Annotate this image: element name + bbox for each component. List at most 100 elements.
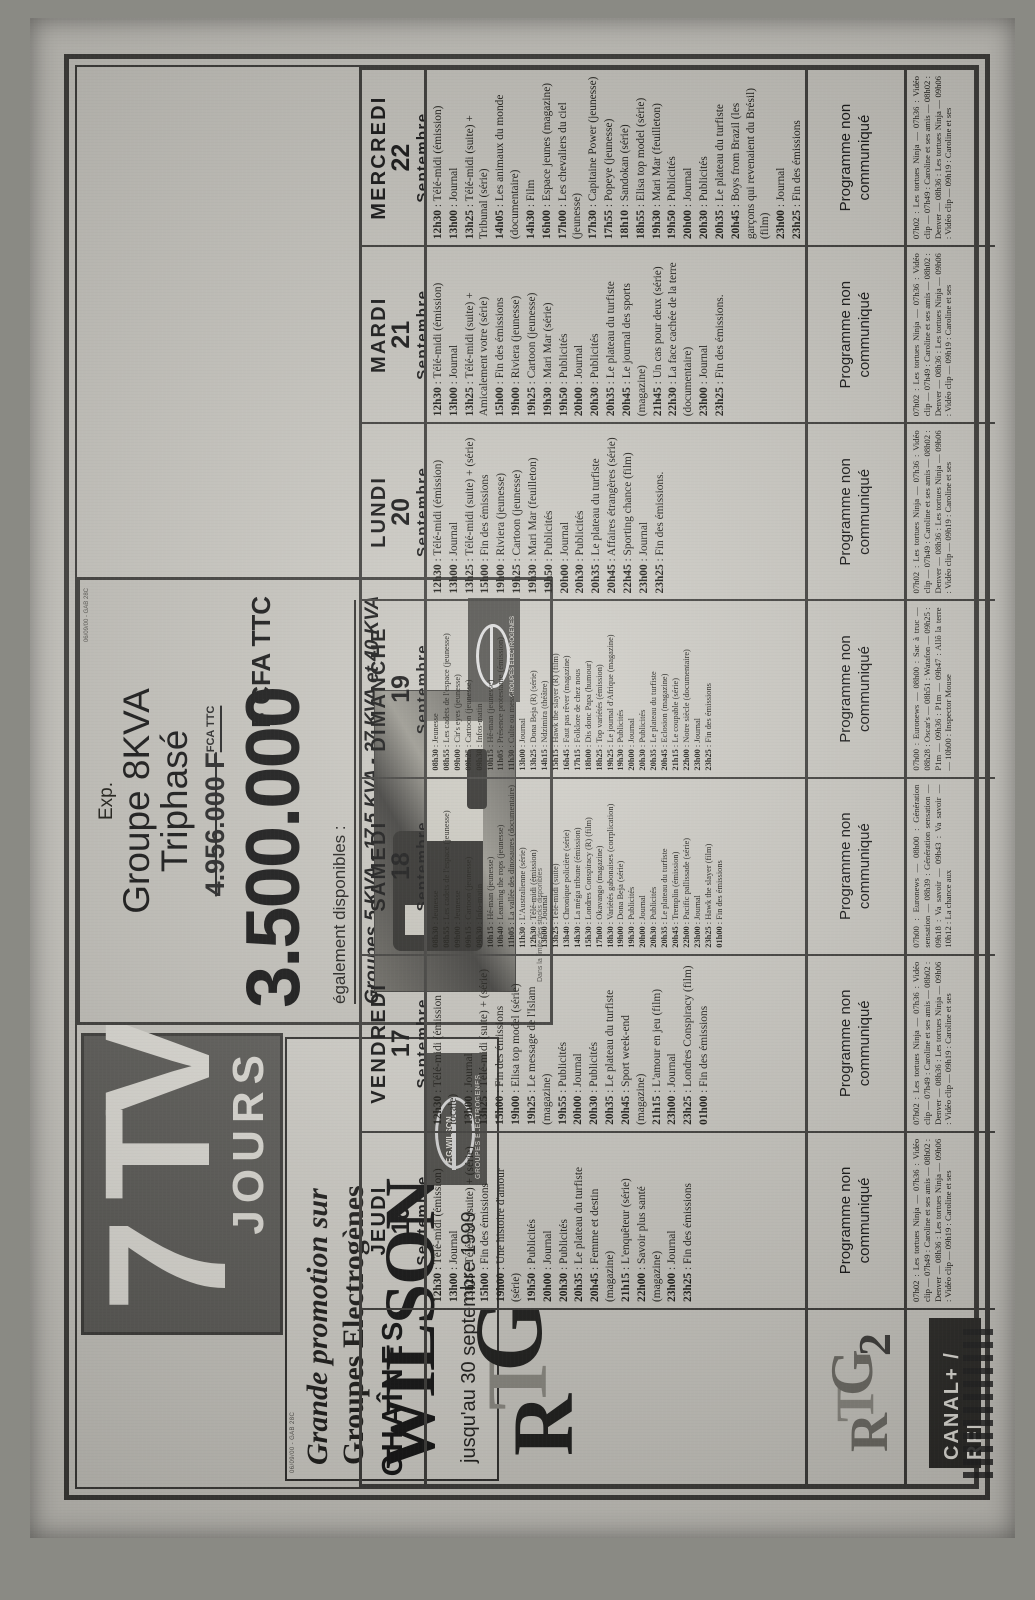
day-month: Septembre bbox=[413, 643, 424, 735]
day-header-jeudi: JEUDI 16 Septembre bbox=[361, 1130, 424, 1308]
program-entry: 19h50 : Publicités bbox=[525, 1219, 538, 1302]
program-entry: 12h30 : Télé-midi (émission) bbox=[431, 105, 444, 240]
program-entry: 19h00 : Elisa top model (série) bbox=[509, 983, 522, 1125]
no-program-text: Programme non communiqué bbox=[836, 989, 873, 1098]
program-list: 12h30 : Télé-midi (émission) 13h00 : Jour… bbox=[431, 430, 667, 593]
programs-canal-samedi: 07h00 : Euronews — 08h00 : Génération se… bbox=[906, 776, 995, 954]
program-entry: 09h15 : Cartoon (jeunesse) bbox=[463, 856, 473, 948]
ad-generator-old-price: 4.956.000 FFCA TTC bbox=[200, 580, 231, 1022]
masthead: 7 TV JOURS 06/09/00 - GAB 28C Grande pro… bbox=[72, 1024, 499, 1487]
program-entry: 20h45 : Boys from Brazil (les garçons qu… bbox=[729, 87, 771, 240]
program-entry: 20h45 : Affaires étrangères (série) bbox=[605, 437, 618, 594]
programs-rtg-jeudi: 12h30 : Télé-midi (émission) 13h00 : Jour… bbox=[426, 1130, 805, 1308]
program-entry: 23h00 : Journal bbox=[692, 895, 702, 948]
program-entry: 19h00 : Riviera (jeunesse) bbox=[494, 472, 507, 594]
program-entry: 19h30 : Mari Mar (série) bbox=[541, 302, 554, 417]
program-entry: 18h00 : Dis donc Papa (humour) bbox=[583, 660, 593, 771]
program-entry: 19h25 : Le message de l'Islam (magazine) bbox=[525, 986, 553, 1125]
program-entry: 20h35 : Le plateau du turfiste bbox=[604, 281, 617, 417]
program-entry: 19h50 : Publicités bbox=[557, 333, 570, 417]
program-entry: 22h30 : La face cachée de la terre (docu… bbox=[666, 262, 694, 417]
programs-canal-jeudi: 07h02 : Les tortues Ninja — 07h36 : Vidé… bbox=[906, 1130, 995, 1308]
program-entry: 09h25 : Cartoon (jeunesse) bbox=[463, 679, 473, 771]
program-entry: 21h15 : L'amour en jeu (film) bbox=[650, 988, 663, 1125]
day-month: Septembre bbox=[413, 1175, 424, 1266]
program-list: 08h30 : Jeunesse 08h55 : Les cadets de l'… bbox=[431, 607, 714, 770]
day-month: Septembre bbox=[413, 821, 424, 912]
program-entry: 13h25 : Télé-midi (suite) + (série) bbox=[477, 969, 490, 1125]
program-entry: 20h45 : Tremplin (émission) bbox=[670, 851, 680, 948]
program-entry: 13h40 : Chronique policière (série) bbox=[561, 829, 571, 948]
no-program-text: Programme non communiqué bbox=[836, 103, 873, 212]
program-entry: 20h35 : Le plateau du turfiste bbox=[603, 989, 616, 1125]
program-entry: 11h05 : La vallée des dinosaures (docume… bbox=[506, 784, 516, 948]
program-entry: 23h00 : Journal bbox=[665, 1230, 678, 1302]
program-entry: 12h30 : Télé-midi (émission locale) bbox=[431, 995, 459, 1125]
program-entry: 20h00 : Journal bbox=[558, 521, 571, 594]
program-entry: 23h25 : Fin des émissions. bbox=[653, 471, 666, 594]
program-entry: 19h30 : Mari Mar (feuilleton) bbox=[526, 457, 539, 594]
program-entry: 10h15 : Hé-man (jeunesse) bbox=[485, 679, 495, 771]
day-header-dimanche: DIMANCHE 19 Septembre bbox=[361, 599, 424, 777]
canal-program-text: 07h02 : Les tortues Ninja — 07h36 : Vidé… bbox=[910, 253, 953, 417]
ad-generator-title1: Groupe 8KVA bbox=[115, 688, 157, 914]
canal-program-text: 07h02 : Les tortues Ninja — 07h36 : Vidé… bbox=[910, 961, 953, 1125]
program-entry: 23h25 : Fin des émissions. bbox=[713, 294, 726, 417]
program-entry: 15h15 : Hawk the slayer (R) (film) bbox=[550, 653, 560, 771]
day-name: DIMANCHE bbox=[367, 626, 390, 752]
programs-canal-vendredi: 07h02 : Les tortues Ninja — 07h36 : Vidé… bbox=[906, 953, 995, 1131]
program-entry: 09h30 : Infos-matin bbox=[474, 703, 484, 771]
day-number: 21 bbox=[386, 320, 415, 349]
program-entry: 14h30 : Film bbox=[524, 179, 537, 240]
day-name: VENDREDI bbox=[367, 982, 390, 1104]
program-entry: 13h25 : Télé-midi (suite) + (série) bbox=[463, 437, 476, 594]
program-entry: 20h30 : Publicités bbox=[573, 510, 586, 594]
program-entry: 17h00 : Les chevaliers du ciel (jeunesse… bbox=[556, 102, 583, 240]
tv-schedule-table: CHAÎNES JEUDI 16 Septembre VENDREDI 17 S… bbox=[358, 67, 995, 1487]
ad-generator-currency: F CFA TTC bbox=[245, 596, 276, 728]
program-entry: 16h45 : Faut pas rêver (magazine) bbox=[561, 655, 571, 771]
program-entry: 11h30 : Culte ou messe bbox=[506, 691, 516, 771]
program-list: 12h30 : Télé-midi (émission) 13h00 : Jour… bbox=[431, 253, 728, 416]
program-entry: 21h15 : Le coupable (série) bbox=[670, 678, 680, 771]
program-entry: 15h00 : Fin des émissions bbox=[478, 474, 491, 594]
program-entry: 23h25 : Fin des émissions bbox=[681, 1183, 694, 1302]
page-frame: 7 TV JOURS 06/09/00 - GAB 28C Grande pro… bbox=[63, 54, 995, 1500]
program-entry: 12h30 : Télé-midi (émission) bbox=[431, 1168, 444, 1302]
programs-rtg-dimanche: 08h30 : Jeunesse 08h55 : Les cadets de l'… bbox=[426, 599, 805, 777]
program-entry: 19h25 : Cartoon (jeunesse) bbox=[525, 292, 538, 417]
program-entry: 19h25 : Cartoon (jeunesse) bbox=[510, 469, 523, 594]
channels-header-cell: CHAÎNES bbox=[361, 1308, 424, 1484]
program-entry: 13h25 : Télé-midi (suite) + Amicalement … bbox=[463, 292, 490, 417]
ad-generator-exp: Exp. bbox=[95, 781, 117, 821]
program-entry: 18h25 : Top variétés (émission) bbox=[594, 664, 604, 771]
logo-tv: TV bbox=[72, 1024, 241, 1200]
program-entry: 09h30 : Info-matin bbox=[474, 883, 484, 948]
day-month: Septembre bbox=[413, 466, 424, 557]
program-entry: 13h00 : Journal bbox=[447, 1230, 460, 1302]
noprogram-rtg2-mardi: Programme non communiqué bbox=[807, 245, 904, 423]
rotated-page-content: 7 TV JOURS 06/09/00 - GAB 28C Grande pro… bbox=[48, 38, 998, 1518]
day-number: 16 bbox=[386, 1206, 415, 1235]
ad-generator-price: 3.500.000 bbox=[230, 687, 316, 1008]
logo-seven: 7 bbox=[72, 1228, 261, 1312]
program-entry: 15h00 : Fin des émissions bbox=[493, 297, 506, 417]
program-entry: 19h00 : Dona Beja (série) bbox=[615, 860, 625, 948]
program-entry: 19h55 : Publicités bbox=[556, 1041, 569, 1125]
no-program-text: Programme non communiqué bbox=[836, 812, 873, 920]
program-entry: 20h00 : Journal bbox=[541, 1230, 554, 1302]
day-number: 20 bbox=[386, 497, 415, 526]
noprogram-rtg2-mercredi: Programme non communiqué bbox=[808, 70, 904, 245]
program-entry: 13h00 : Journal bbox=[539, 895, 549, 948]
day-month: Septembre bbox=[413, 289, 424, 380]
program-entry: 23h25 : Hawk the slayer (film) bbox=[703, 843, 713, 948]
noprogram-rtg2-jeudi: Programme non communiqué bbox=[807, 1130, 904, 1308]
program-entry: 20h45 : Le journal des sports (magazine) bbox=[620, 283, 648, 417]
ad-generator-old-price-sup: FCA TTC bbox=[204, 705, 217, 753]
program-entry: 19h30 : Publicités bbox=[615, 709, 625, 771]
ad-generator-code: 06/09/00 - GAB 28C bbox=[83, 588, 90, 643]
program-entry: 23h00 : Journal bbox=[637, 521, 650, 594]
program-entry: 23h00 : Journal bbox=[697, 344, 710, 417]
